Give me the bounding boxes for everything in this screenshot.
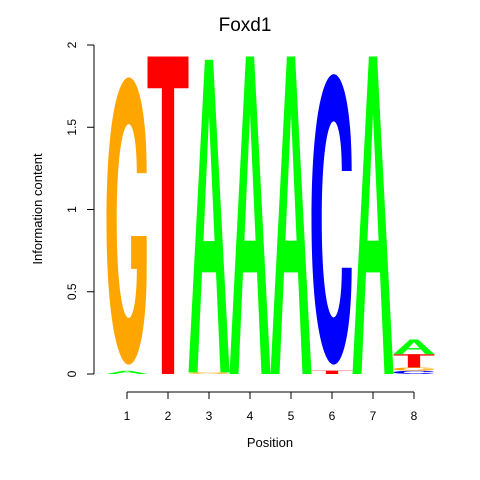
y-tick-label: 2 (65, 41, 79, 48)
logo-letter-a (270, 56, 312, 374)
x-tick-label: 1 (124, 409, 131, 423)
chart-title: Foxd1 (219, 15, 272, 36)
y-tick-label: 1.5 (65, 119, 79, 136)
y-tick-label: 1 (65, 206, 79, 213)
logo-letter-a (352, 56, 394, 374)
x-axis-ticks: 1 2 3 4 5 6 7 8 (124, 392, 418, 423)
logo-letter-t (311, 370, 353, 374)
x-axis-title: Position (247, 435, 293, 450)
logo-letter-a (229, 56, 271, 374)
x-tick-label: 3 (206, 409, 213, 423)
logo-letter-g (106, 77, 147, 365)
y-axis-title: Information content (30, 153, 45, 265)
logo-letters (106, 56, 435, 374)
x-tick-label: 5 (288, 409, 295, 423)
logo-letter-a (188, 59, 230, 373)
y-axis-ticks: 0 0.5 1 1.5 2 (65, 41, 94, 377)
logo-letter-g (188, 372, 229, 374)
x-tick-label: 8 (411, 409, 418, 423)
logo-letter-t (147, 56, 189, 374)
x-tick-label: 7 (370, 409, 377, 423)
logo-letter-a (106, 370, 148, 374)
logo-letter-t (393, 354, 435, 368)
logo-letter-c (311, 74, 352, 365)
y-tick-label: 0.5 (65, 283, 79, 300)
x-tick-label: 2 (165, 409, 172, 423)
logo-letter-g (393, 367, 434, 371)
x-tick-label: 4 (247, 409, 254, 423)
logo-letter-a (393, 339, 435, 355)
y-tick-label: 0 (65, 370, 79, 377)
logo-letter-c (393, 370, 434, 374)
x-tick-label: 6 (329, 409, 336, 423)
